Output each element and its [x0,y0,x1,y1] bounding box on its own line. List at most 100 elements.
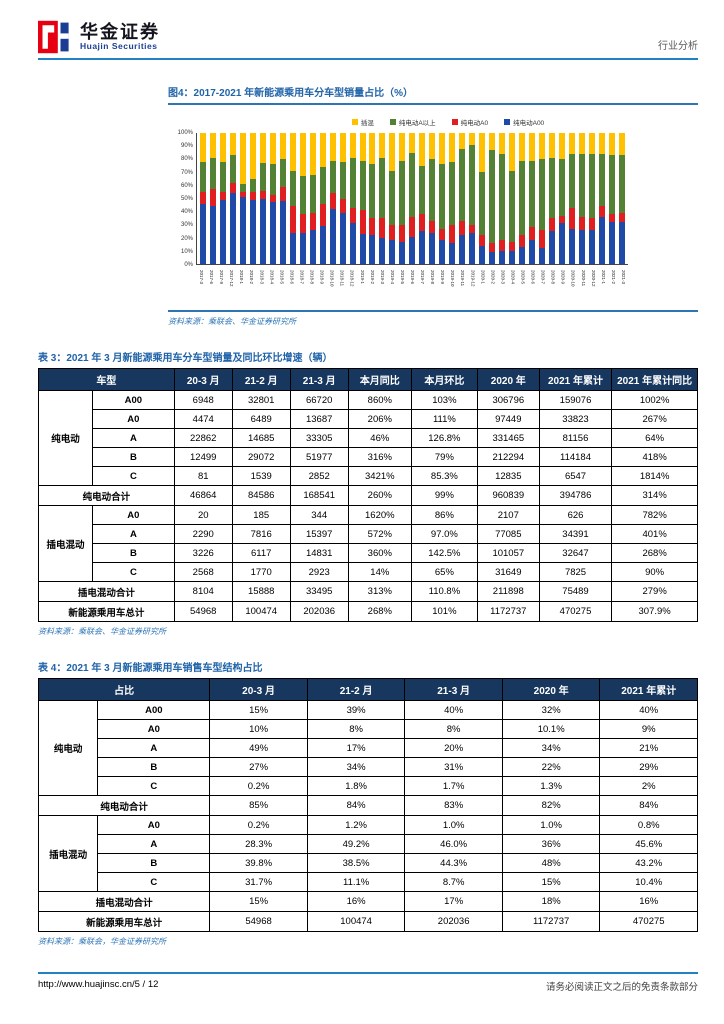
value-cell: 39.8% [209,853,308,873]
value-cell: 101057 [476,543,540,563]
value-cell: 2568 [173,562,233,582]
footer-rule [38,972,698,974]
figure-4: 图4：2017-2021 年新能源乘用车分车型销量占比（%） 插混 纯电动A以上 纯… [168,84,698,327]
table3-block: 表 3：2021 年 3 月新能源乘用车分车型销量及同比环比增速（辆） 车型 20… [37,349,698,637]
bar-segment [339,133,346,162]
bar [608,133,615,264]
x-tick-label: 2019-12 [470,270,476,287]
row-label-cell: B [92,447,175,467]
bar-segment [489,243,496,253]
bar-segment [479,235,486,246]
value-cell: 28.3% [209,834,308,854]
value-cell: 14% [347,562,412,582]
bar [299,133,306,264]
bar [359,133,366,264]
table-row: A 22862 14685 33305 46% 126.8% 331465 81156 64% [39,428,698,448]
value-cell: 64% [611,428,698,448]
bar-segment [588,133,595,154]
y-tick-label: 90% [180,143,193,150]
row-label-cell: B [97,757,211,777]
table-row: A 2290 7816 15397 572% 97.0% 77085 34391 401% [39,524,698,544]
row-label-cell: A [92,524,175,544]
bar [469,133,476,264]
table3-source: 资料来源：乘联会、华金证券研究所 [38,627,166,636]
value-cell: 268% [611,543,698,563]
bar-segment [249,178,256,192]
bar-segment [229,193,236,264]
table4: 占比 20-3 月 21-2 月 21-3 月 2020 年 2021 年累计 纯电动 A00… [37,678,698,932]
legend-swatch [451,119,458,125]
bar-segment [299,214,306,233]
x-tick-label: 2018-5 [279,270,285,285]
bar-segment [519,235,525,247]
subtotal-row: 插电混动合计 8104 15888 33495 313% 110.8% 211898 7548… [38,581,698,602]
bar-segment [319,226,326,264]
value-cell: 860% [347,390,412,410]
value-cell: 2107 [476,505,540,525]
bar-segment [399,133,406,161]
y-tick-label: 10% [180,248,193,255]
header-rule [38,58,698,60]
bar-segment [309,229,316,264]
value-cell: 100474 [231,601,291,622]
value-cell: 20% [404,738,503,758]
bar-segment [269,202,276,264]
value-cell: 185 [231,505,291,525]
value-cell: 8104 [173,581,233,602]
bar-segment [548,231,555,264]
bar-segment [449,224,456,244]
value-cell: 40% [599,700,698,720]
value-cell: 100474 [306,911,406,932]
bar [548,133,555,264]
value-cell: 6948 [173,390,233,410]
y-tick-label: 80% [180,156,193,163]
table-row: B 39.8% 38.5% 44.3% 48% 43.2% [39,853,698,873]
value-cell: 8% [306,719,406,739]
value-cell: 77085 [476,524,540,544]
value-cell: 782% [611,505,698,525]
table-header-cell: 2021 年累计 [538,368,613,391]
value-cell: 307.9% [611,601,698,622]
bar [279,133,286,264]
bar-segment [538,133,545,160]
total-row: 新能源乘用车总计 54968 100474 202036 268% 101% 1172737… [38,601,698,622]
value-cell: 12499 [173,447,233,467]
bar-segment [618,155,625,213]
brand-text: 华金证券 Huajin Securities [80,23,160,51]
value-cell: 32% [501,700,601,720]
bar-segment [538,229,545,249]
bar-segment [289,232,296,264]
bar-segment [608,214,615,223]
value-cell: 54968 [209,911,308,932]
value-cell: 3226 [173,543,233,563]
value-cell: 49% [209,738,308,758]
bar-segment [279,159,286,187]
table-row: A 28.3% 49.2% 46.0% 36% 45.6% [39,834,698,854]
bar-segment [439,164,446,229]
value-cell: 470275 [538,601,613,622]
bar-segment [329,133,336,161]
value-cell: 2923 [289,562,349,582]
bar [249,133,256,264]
value-cell: 1172737 [476,601,540,622]
bar-segment [499,133,506,154]
x-tick-label: 2020-11 [580,270,586,287]
bar-segment [469,144,476,225]
table-header-cell: 本月同比 [347,368,412,391]
row-label-cell: A0 [92,505,175,525]
bar-segment [479,172,486,236]
bar-segment [499,153,506,241]
bar-segment [419,165,426,215]
value-cell: 84% [599,795,698,816]
subtotal-row: 插电混动合计 15% 16% 17% 18% 16% [37,891,698,912]
bar-segment [429,232,436,264]
value-cell: 1.8% [306,776,406,796]
value-cell: 32801 [231,390,291,410]
value-cell: 33305 [289,428,349,448]
report-header: 华金证券 Huajin Securities 行业分析 [38,20,698,54]
subtotal-label-cell: 纯电动合计 [38,485,175,506]
x-tick-label: 2018-1 [239,270,245,285]
bar-segment [419,231,426,264]
table-row: 纯电动 A00 15% 39% 40% 32% 40% [37,700,698,796]
bar [459,133,466,264]
